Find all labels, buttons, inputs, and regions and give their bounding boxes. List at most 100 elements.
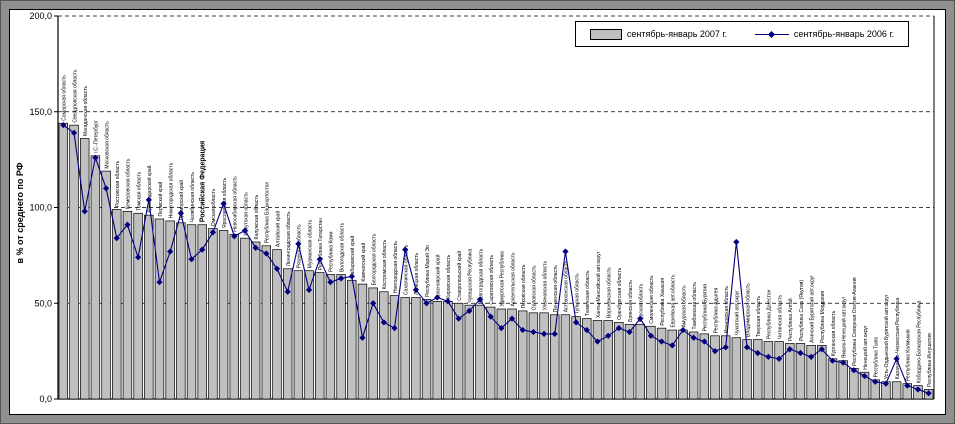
line-marker[interactable] <box>573 319 580 326</box>
bar[interactable] <box>144 214 154 400</box>
line-marker[interactable] <box>60 122 67 129</box>
bar[interactable] <box>592 320 603 400</box>
bar[interactable] <box>518 310 528 400</box>
bar[interactable] <box>421 299 432 400</box>
line-marker[interactable] <box>872 378 879 385</box>
line-marker[interactable] <box>711 348 719 355</box>
line-marker[interactable] <box>124 221 131 228</box>
bar[interactable] <box>753 339 763 400</box>
line-marker[interactable] <box>231 233 238 240</box>
line-marker[interactable] <box>690 334 697 341</box>
line-marker[interactable] <box>380 319 387 326</box>
line-marker[interactable] <box>135 254 142 261</box>
line-marker[interactable] <box>391 325 398 332</box>
line-marker[interactable] <box>70 129 78 136</box>
line-marker[interactable] <box>829 357 836 364</box>
bar[interactable] <box>667 329 677 400</box>
bar[interactable] <box>443 300 453 400</box>
bar[interactable] <box>785 343 795 400</box>
bar[interactable] <box>678 329 688 400</box>
line-marker[interactable] <box>359 334 366 341</box>
line-marker[interactable] <box>241 227 249 234</box>
line-marker[interactable] <box>626 328 633 336</box>
bar[interactable] <box>325 274 336 400</box>
bar[interactable] <box>218 230 229 400</box>
line-marker[interactable] <box>476 296 484 303</box>
line-marker[interactable] <box>722 344 729 351</box>
line-marker[interactable] <box>145 196 152 203</box>
line-marker[interactable] <box>519 326 526 334</box>
bar[interactable] <box>774 341 784 400</box>
line-marker[interactable] <box>882 380 890 387</box>
bar[interactable] <box>453 302 464 400</box>
bar[interactable] <box>304 270 314 400</box>
bar[interactable] <box>539 312 549 400</box>
bar[interactable] <box>891 381 902 400</box>
bar[interactable] <box>69 124 79 400</box>
line-marker[interactable] <box>637 315 644 322</box>
line-marker[interactable] <box>199 246 206 253</box>
line-marker[interactable] <box>102 185 110 192</box>
line-marker[interactable] <box>743 344 751 351</box>
bar[interactable] <box>101 170 111 400</box>
line-marker[interactable] <box>167 248 174 255</box>
bar[interactable] <box>347 279 357 400</box>
bar[interactable] <box>208 228 218 400</box>
line-marker[interactable] <box>487 313 494 320</box>
line-marker[interactable] <box>284 288 291 295</box>
bar[interactable] <box>656 327 667 400</box>
bar[interactable] <box>250 241 261 400</box>
bar[interactable] <box>90 155 101 400</box>
bar[interactable] <box>400 297 410 400</box>
bar[interactable] <box>58 122 69 400</box>
bar[interactable] <box>710 335 720 400</box>
bar[interactable] <box>464 304 474 400</box>
bar[interactable] <box>389 295 400 400</box>
bar[interactable] <box>614 322 624 400</box>
bar[interactable] <box>731 337 742 400</box>
bar[interactable] <box>763 341 774 400</box>
line-marker[interactable] <box>92 154 99 161</box>
bar[interactable] <box>688 331 699 400</box>
bar[interactable] <box>560 314 571 400</box>
line-marker[interactable] <box>188 256 195 263</box>
line-marker[interactable] <box>733 238 740 246</box>
bar[interactable] <box>635 323 645 400</box>
line-marker[interactable] <box>508 315 516 322</box>
line-marker[interactable] <box>893 355 900 362</box>
bar[interactable] <box>357 283 368 400</box>
bar[interactable] <box>411 297 421 400</box>
bar[interactable] <box>261 245 272 400</box>
bar[interactable] <box>507 308 517 400</box>
line-marker[interactable] <box>444 298 452 305</box>
line-marker[interactable] <box>669 342 676 349</box>
bar[interactable] <box>646 325 656 400</box>
bar[interactable] <box>528 312 539 400</box>
line-marker[interactable] <box>605 332 612 339</box>
line-marker[interactable] <box>701 338 708 345</box>
line-marker[interactable] <box>209 229 217 236</box>
bar[interactable] <box>720 335 731 400</box>
line-marker[interactable] <box>904 382 911 389</box>
line-marker[interactable] <box>562 248 569 255</box>
line-marker[interactable] <box>220 200 227 207</box>
bar[interactable] <box>795 343 806 400</box>
bar[interactable] <box>603 320 613 400</box>
bar[interactable] <box>379 291 389 400</box>
line-marker[interactable] <box>679 326 687 334</box>
bar[interactable] <box>165 220 175 400</box>
bar[interactable] <box>475 304 485 400</box>
bar[interactable] <box>859 371 870 400</box>
line-marker[interactable] <box>113 235 120 242</box>
bar[interactable] <box>293 270 304 400</box>
line-marker[interactable] <box>156 279 163 286</box>
bar[interactable] <box>315 272 325 400</box>
line-marker[interactable] <box>466 307 473 315</box>
bar[interactable] <box>176 222 186 400</box>
line-marker[interactable] <box>594 338 601 345</box>
line-marker[interactable] <box>914 386 922 393</box>
line-marker[interactable] <box>551 330 558 337</box>
bar[interactable] <box>485 306 496 400</box>
line-marker[interactable] <box>775 355 783 362</box>
line-marker[interactable] <box>583 326 590 334</box>
